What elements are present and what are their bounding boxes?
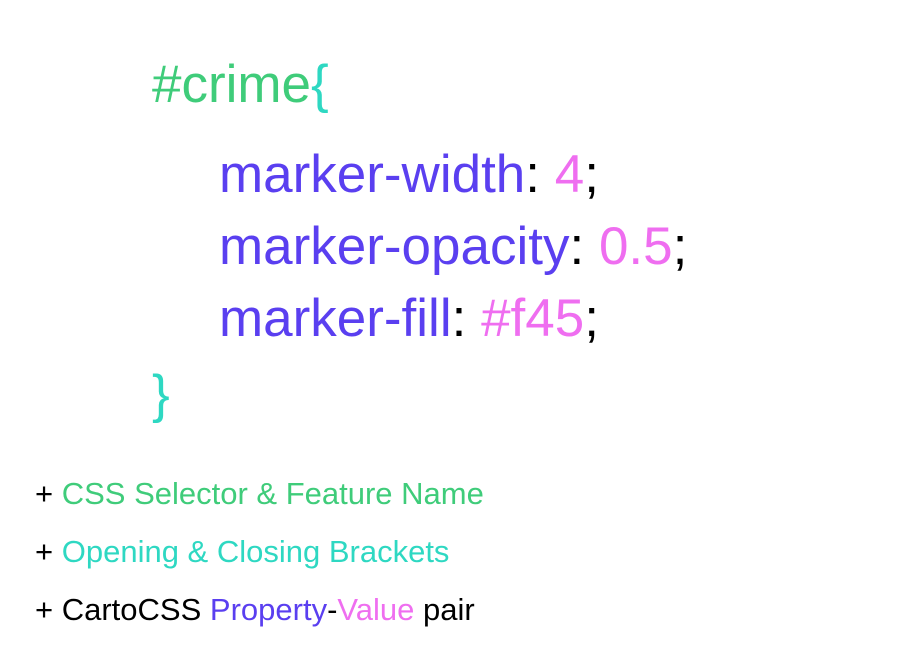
- property-line-marker-width: marker-width: 4;: [219, 148, 599, 201]
- legend-property-label: Property: [209, 592, 328, 627]
- property-name: marker-opacity: [219, 217, 570, 276]
- legend-cartocss-label: CartoCSS: [61, 592, 202, 627]
- plus-marker: +: [35, 534, 54, 569]
- css-selector: #crime: [152, 55, 312, 114]
- legend-pair-label: pair: [423, 592, 475, 627]
- legend-item-selector: + CSS Selector & Feature Name: [35, 478, 484, 509]
- colon: :: [525, 145, 541, 204]
- legend-brackets-label: Opening & Closing Brackets: [61, 534, 450, 569]
- legend-selector-label: CSS Selector & Feature Name: [61, 476, 484, 511]
- property-value: 4: [554, 145, 585, 204]
- property-name: marker-fill: [219, 289, 452, 348]
- legend-value-label: Value: [337, 592, 415, 627]
- colon: :: [569, 217, 585, 276]
- semicolon: ;: [584, 145, 599, 204]
- property-value: 0.5: [598, 217, 673, 276]
- semicolon: ;: [584, 289, 599, 348]
- property-value: #f45: [481, 289, 585, 348]
- legend-dash: -: [327, 592, 338, 627]
- plus-marker: +: [35, 592, 54, 627]
- property-name: marker-width: [219, 145, 526, 204]
- property-line-marker-fill: marker-fill: #f45;: [219, 292, 599, 345]
- closing-bracket-line: }: [152, 368, 170, 421]
- selector-line: #crime{: [152, 58, 329, 111]
- legend-item-property-value: + CartoCSS Property-Value pair: [35, 594, 475, 625]
- plus-marker: +: [35, 476, 54, 511]
- semicolon: ;: [672, 217, 688, 276]
- closing-bracket: }: [152, 365, 170, 424]
- legend-item-brackets: + Opening & Closing Brackets: [35, 536, 449, 567]
- colon: :: [451, 289, 467, 348]
- opening-bracket: {: [311, 55, 329, 114]
- property-line-marker-opacity: marker-opacity: 0.5;: [219, 220, 687, 273]
